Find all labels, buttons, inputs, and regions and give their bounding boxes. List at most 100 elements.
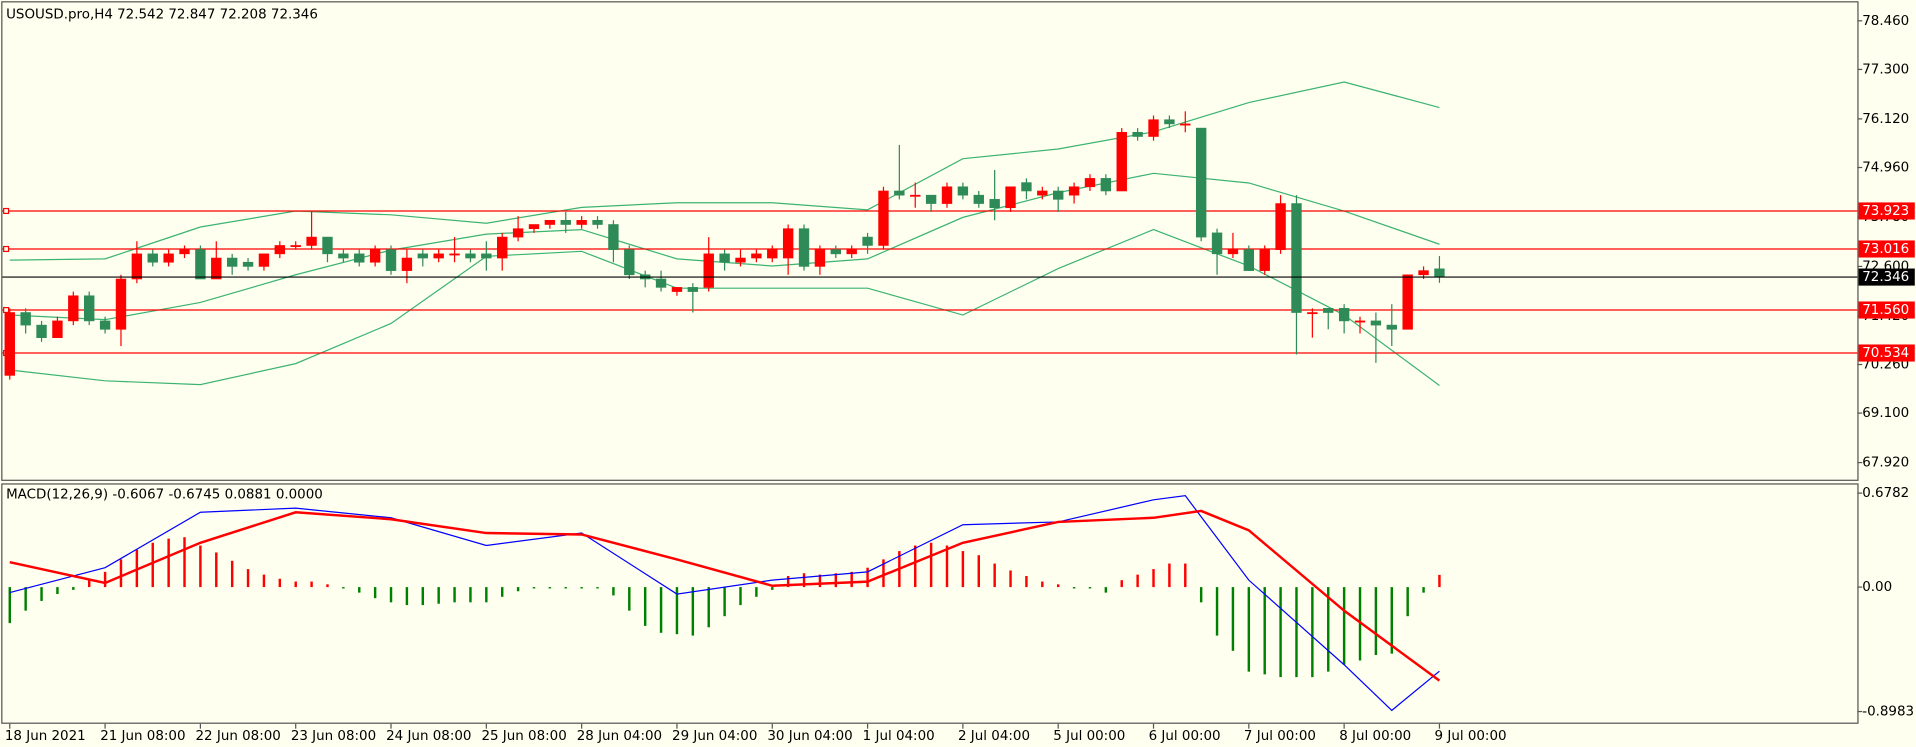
current-price-box [1858,268,1915,286]
candle-body [1068,186,1080,196]
candle-body [576,220,587,225]
candle-body [1434,268,1445,278]
x-tick-label: 25 Jun 08:00 [481,729,566,744]
level-label-box [1858,240,1915,258]
candle-body [798,228,810,267]
y-tick-label: 78.460 [1862,14,1909,29]
x-tick-label: 29 Jun 04:00 [672,729,757,744]
candle-body [703,253,714,288]
candle-body [687,287,699,292]
candle-body [1148,119,1159,137]
candle-body [4,312,15,376]
candle-body [211,257,222,280]
x-tick-label: 28 Jun 04:00 [577,729,662,744]
level-marker [3,245,10,253]
candle-body [1180,123,1191,126]
candle-body [1386,324,1397,330]
candle-body [433,253,444,259]
chart-title: USOUSD.pro,H4 72.542 72.847 72.208 72.34… [6,8,318,23]
candle-body [1243,249,1255,271]
indicator-line [9,509,1441,682]
x-tick-label: 24 Jun 08:00 [386,729,471,744]
candle-body [814,249,826,267]
candle-body [528,224,540,230]
candle-body [1370,320,1382,326]
y-tick-label: 67.920 [1862,456,1909,471]
macd-panel [1,483,1859,724]
y-tick-label: 0.00 [1862,580,1892,595]
level-label-box [1858,344,1915,362]
candle-body [1275,203,1286,250]
candle-body [957,186,969,196]
candle-body [941,186,953,204]
x-tick-label: 5 Jul 00:00 [1053,729,1125,744]
candle-body [1084,178,1096,188]
indicator-line [9,81,1440,261]
candle-body [512,228,524,238]
candle-body [258,253,270,267]
candle-body [417,253,428,259]
x-tick-label: 18 Jun 2021 [5,729,86,744]
candle-body [163,253,174,263]
level-label: 73.016 [1862,242,1909,257]
y-tick-label: 76.120 [1862,112,1909,127]
candle-body [401,257,413,271]
candle-body [894,190,905,196]
candle-body [624,249,635,276]
candle-body [179,249,190,255]
candle-body [719,253,730,263]
x-tick-label: 30 Jun 04:00 [767,729,852,744]
candle-body [1338,308,1350,322]
y-tick-label: 74.960 [1862,161,1909,176]
y-tick-label: 69.100 [1862,406,1909,421]
candle-body [1211,232,1223,255]
x-tick-label: 7 Jul 00:00 [1244,729,1316,744]
candle-body [226,257,238,267]
candle-body [925,194,937,204]
indicator-line [9,495,1440,712]
candle-body [989,199,1000,209]
candle-body [1100,178,1112,192]
y-tick-label: -0.8983 [1862,705,1914,720]
candle-body [1307,312,1318,315]
candle-body [1323,308,1334,313]
candle-body [1164,119,1175,125]
indicator-title: MACD(12,26,9) -0.6067 -0.6745 0.0881 0.0… [6,487,323,502]
candle-body [782,228,794,259]
candle-body [449,253,460,256]
x-tick-label: 1 Jul 04:00 [863,729,935,744]
candle-body [369,249,381,263]
candle-body [862,236,873,246]
candle-body [99,320,111,330]
candle-body [354,253,365,263]
candle-body [878,190,889,246]
candle-body [1418,270,1429,276]
level-label: 71.560 [1862,303,1909,318]
level-marker [3,207,10,215]
candle-body [195,249,206,280]
candle-body [385,249,397,271]
candle-body [84,295,95,322]
candle-body [592,220,603,225]
candle-body [242,261,254,267]
indicator-line [9,228,1440,386]
x-tick-label: 8 Jul 00:00 [1339,729,1411,744]
x-tick-label: 23 Jun 08:00 [291,729,376,744]
candle-body [68,295,79,322]
candle-body [115,278,127,330]
x-tick-label: 21 Jun 08:00 [100,729,185,744]
candle-body [147,253,158,263]
candle-body [131,253,143,280]
candle-body [767,249,778,259]
candle-body [465,253,476,259]
candle-body [1195,127,1207,238]
candle-body [338,253,349,259]
candle-body [1005,186,1016,209]
candle-body [1037,190,1048,196]
y-tick-label: 0.6782 [1862,486,1909,501]
x-tick-label: 22 Jun 08:00 [196,729,281,744]
candle-body [306,236,317,246]
x-tick-label: 2 Jul 04:00 [958,729,1030,744]
